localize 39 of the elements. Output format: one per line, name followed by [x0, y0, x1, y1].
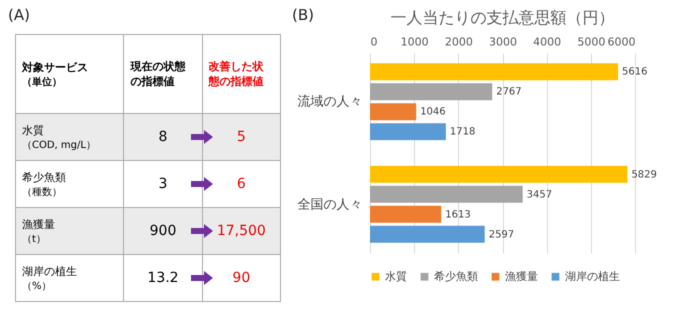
- text: 漁獲量（t）: [16, 208, 124, 254]
- text: 希少魚類（種数）: [16, 160, 124, 208]
- x-tick-label: 4000: [533, 36, 562, 48]
- x-tick-label: 1000: [400, 36, 429, 48]
- text: 900: [124, 208, 202, 254]
- text: 改善した状態の指標値: [202, 34, 280, 114]
- text: (A): [8, 6, 30, 24]
- data-label: 1613: [445, 209, 471, 220]
- text: 8: [124, 114, 202, 160]
- legend-label: 湖岸の植生: [565, 270, 620, 283]
- x-tick-label: 6000: [608, 36, 636, 48]
- legend-label: 希少魚類: [434, 270, 478, 283]
- data-label: 1718: [450, 126, 476, 138]
- data-label: 3457: [526, 189, 552, 200]
- text: 対象サービス（単位）: [16, 34, 124, 114]
- data-label: 1046: [420, 106, 446, 118]
- text: 13.2: [124, 254, 202, 302]
- x-tick-label: 3000: [489, 36, 517, 48]
- data-label: 5829: [631, 169, 657, 180]
- text: 湖岸の植生（%）: [16, 254, 124, 302]
- text: 6: [202, 160, 280, 208]
- data-label: 5616: [622, 66, 648, 78]
- x-tick-label: 0: [370, 36, 378, 48]
- legend-label: 水質: [385, 270, 407, 283]
- legend-label: 漁獲量: [505, 270, 538, 283]
- text: 3: [124, 160, 202, 208]
- data-label: 2597: [488, 229, 514, 240]
- y-tick-label: 流域の人々: [298, 94, 362, 110]
- y-tick-label: 全国の人々: [298, 197, 362, 212]
- text: 17,500: [202, 208, 280, 254]
- text: (B): [292, 6, 314, 24]
- text: 5: [202, 114, 280, 160]
- text: 現在の状態の指標値: [124, 34, 202, 114]
- x-tick-label: 2000: [444, 36, 473, 48]
- text: 水質（COD, mg/L）: [16, 114, 124, 160]
- data-label: 2767: [496, 86, 522, 98]
- x-tick-label: 5000: [577, 36, 606, 48]
- chart-title: 一人当たりの支払意思額（円）: [390, 8, 614, 27]
- text: 90: [202, 254, 280, 302]
